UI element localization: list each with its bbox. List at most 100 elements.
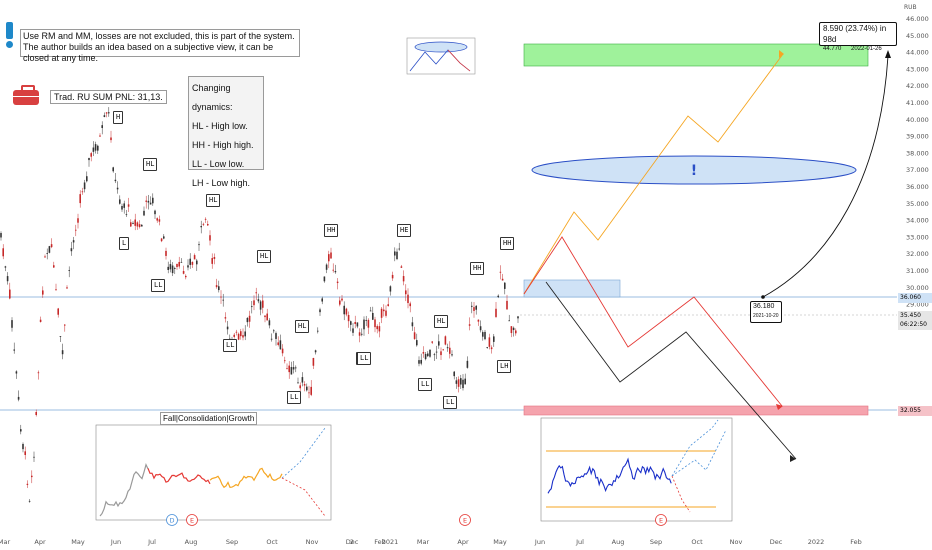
candle-body bbox=[77, 218, 79, 223]
candle-body bbox=[207, 223, 209, 226]
candle-body bbox=[79, 194, 81, 204]
candle-body bbox=[44, 256, 46, 258]
candle-body bbox=[473, 307, 475, 311]
dynamics-item: HH - High high. bbox=[192, 140, 254, 150]
candle-body bbox=[125, 214, 128, 216]
candle-body bbox=[317, 330, 319, 332]
candle-body bbox=[490, 347, 493, 350]
event-marker[interactable] bbox=[186, 514, 198, 526]
x-tick-label: Sep bbox=[650, 538, 662, 546]
candle-body bbox=[295, 367, 297, 369]
candle-body bbox=[431, 341, 433, 343]
last-price-tag: 35.450 06:22:50 bbox=[898, 311, 932, 330]
event-marker[interactable] bbox=[655, 514, 667, 526]
candle-body bbox=[501, 278, 504, 281]
candle-body bbox=[233, 334, 235, 337]
info-icon[interactable] bbox=[6, 22, 13, 48]
y-tick-label: 29.000 bbox=[906, 301, 929, 309]
notes-box[interactable]: Use RM and MM, losses are not excluded, … bbox=[20, 29, 300, 63]
candle-body bbox=[218, 286, 220, 291]
dynamics-legend[interactable]: Changing dynamics: HL - High low. HH - H… bbox=[188, 76, 264, 188]
focus-ellipse[interactable] bbox=[531, 155, 857, 185]
candle-body bbox=[477, 319, 480, 322]
upper-level-tag: 36.060 bbox=[898, 293, 932, 303]
candle-body bbox=[422, 352, 425, 354]
structure-label: LL bbox=[223, 339, 238, 352]
candle-body bbox=[37, 372, 40, 374]
candle-body bbox=[310, 386, 312, 395]
candle-body bbox=[510, 326, 513, 334]
candle-body bbox=[174, 268, 176, 269]
candle-body bbox=[75, 229, 77, 231]
x-tick-label: Apr bbox=[34, 538, 46, 546]
candle-body bbox=[242, 335, 244, 338]
candle-body bbox=[31, 475, 33, 478]
event-marker[interactable] bbox=[459, 514, 471, 526]
candle-body bbox=[9, 289, 11, 299]
y-tick-label: 42.000 bbox=[906, 82, 929, 90]
x-tick-label: Jun bbox=[534, 538, 545, 546]
candle-body bbox=[468, 324, 471, 326]
candle-body bbox=[20, 429, 22, 432]
candle-body bbox=[504, 282, 506, 289]
candle-body bbox=[6, 276, 9, 282]
candle-body bbox=[306, 386, 308, 391]
candle-body bbox=[169, 264, 172, 270]
structure-label: HL bbox=[143, 158, 158, 171]
structure-label: LL bbox=[357, 352, 372, 365]
candle-body bbox=[165, 250, 167, 256]
entry-zone-blue[interactable] bbox=[523, 279, 621, 298]
candle-body bbox=[290, 367, 293, 375]
pnl-label[interactable]: Trad. RU SUM PNL: 31,13. bbox=[50, 90, 167, 104]
candle-body bbox=[105, 112, 108, 114]
candle-body bbox=[279, 340, 282, 350]
event-marker[interactable] bbox=[166, 514, 178, 526]
candle-body bbox=[466, 360, 469, 368]
note-line-2: The author builds an idea based on a sub… bbox=[23, 42, 274, 63]
candle-body bbox=[303, 384, 306, 386]
x-tick-label: 2021 bbox=[382, 538, 399, 546]
candle-body bbox=[330, 252, 332, 259]
candle-body bbox=[0, 233, 2, 238]
candle-body bbox=[297, 382, 299, 384]
candle-body bbox=[270, 338, 273, 340]
candle-body bbox=[24, 451, 26, 455]
stop-zone-red[interactable] bbox=[523, 405, 869, 416]
y-tick-label: 34.000 bbox=[906, 217, 929, 225]
point-box[interactable]: 36.180 2021-10-20 bbox=[750, 301, 782, 323]
candle-body bbox=[433, 354, 436, 356]
measure-box[interactable]: 8.590 (23.74%) in 98d 44.770 2022-01-26 bbox=[819, 22, 897, 52]
candle-body bbox=[325, 264, 328, 270]
candle-body bbox=[389, 286, 392, 292]
candle-body bbox=[136, 222, 139, 227]
mini-sketch bbox=[406, 37, 476, 75]
x-tick-label: Aug bbox=[185, 538, 198, 546]
candle-body bbox=[101, 125, 103, 129]
inset-cycle-chart bbox=[95, 424, 332, 521]
candle-body bbox=[59, 336, 62, 337]
measure-arrow bbox=[885, 50, 891, 58]
candle-body bbox=[376, 326, 378, 330]
y-tick-label: 46.000 bbox=[906, 15, 929, 23]
candle-body bbox=[158, 219, 161, 222]
candle-body bbox=[266, 313, 268, 321]
candle-body bbox=[352, 328, 354, 333]
x-tick-label: Dec bbox=[770, 538, 783, 546]
target-zone-green[interactable] bbox=[523, 43, 869, 67]
candle-body bbox=[121, 206, 123, 210]
point-value: 36.180 bbox=[753, 303, 775, 310]
price-axis[interactable]: 46.000 45.000 44.000 43.000 42.000 41.000 40.0… bbox=[906, 15, 929, 325]
y-tick-label: 30.000 bbox=[906, 284, 929, 292]
candle-body bbox=[13, 349, 15, 351]
candle-body bbox=[281, 348, 284, 354]
candle-body bbox=[273, 330, 275, 332]
candles bbox=[0, 107, 519, 503]
candle-body bbox=[446, 347, 449, 349]
x-tick-label: Apr bbox=[457, 538, 469, 546]
candle-body bbox=[301, 377, 304, 383]
candle-body bbox=[17, 396, 20, 400]
point-date: 2021-10-20 bbox=[753, 313, 779, 319]
